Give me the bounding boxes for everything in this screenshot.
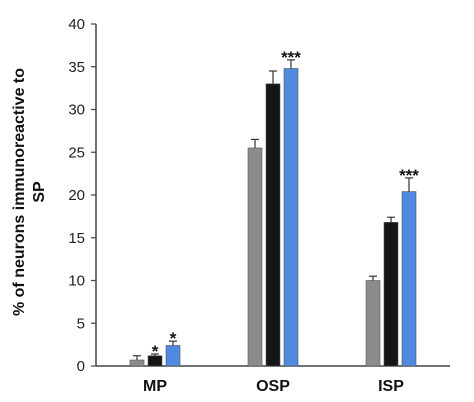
bar-mp-s3 — [165, 345, 181, 367]
y-tick-label: 20 — [68, 187, 85, 204]
y-tick-label: 0 — [77, 358, 85, 375]
bar-osp-s1 — [247, 147, 263, 367]
x-category-label: MP — [143, 378, 167, 395]
y-axis-label-line2: SP — [31, 181, 48, 203]
significance-marker: *** — [281, 48, 301, 67]
bar-isp-s2 — [383, 222, 399, 367]
y-tick-label: 30 — [68, 102, 85, 119]
bar-isp-s3 — [401, 191, 417, 367]
y-axis-label: % of neurons immunoreactive to SP — [11, 68, 48, 316]
y-tick-label: 15 — [68, 230, 85, 247]
x-category-label: OSP — [256, 378, 290, 395]
x-category-label: ISP — [378, 378, 404, 395]
y-tick-label: 35 — [68, 59, 85, 76]
y-axis-label-line1: % of neurons immunoreactive to — [11, 68, 28, 316]
significance-marker: *** — [399, 166, 419, 185]
bar-osp-s2 — [265, 83, 281, 367]
y-tick-label: 5 — [77, 315, 85, 332]
bar-osp-s3 — [283, 68, 299, 367]
y-tick-label: 40 — [68, 16, 85, 33]
y-tick-label: 10 — [68, 273, 85, 290]
y-tick-label: 25 — [68, 144, 85, 161]
significance-marker: * — [152, 342, 159, 361]
significance-marker: * — [170, 329, 177, 348]
bar-isp-s1 — [365, 280, 381, 367]
bar-mp-s1 — [129, 359, 145, 367]
